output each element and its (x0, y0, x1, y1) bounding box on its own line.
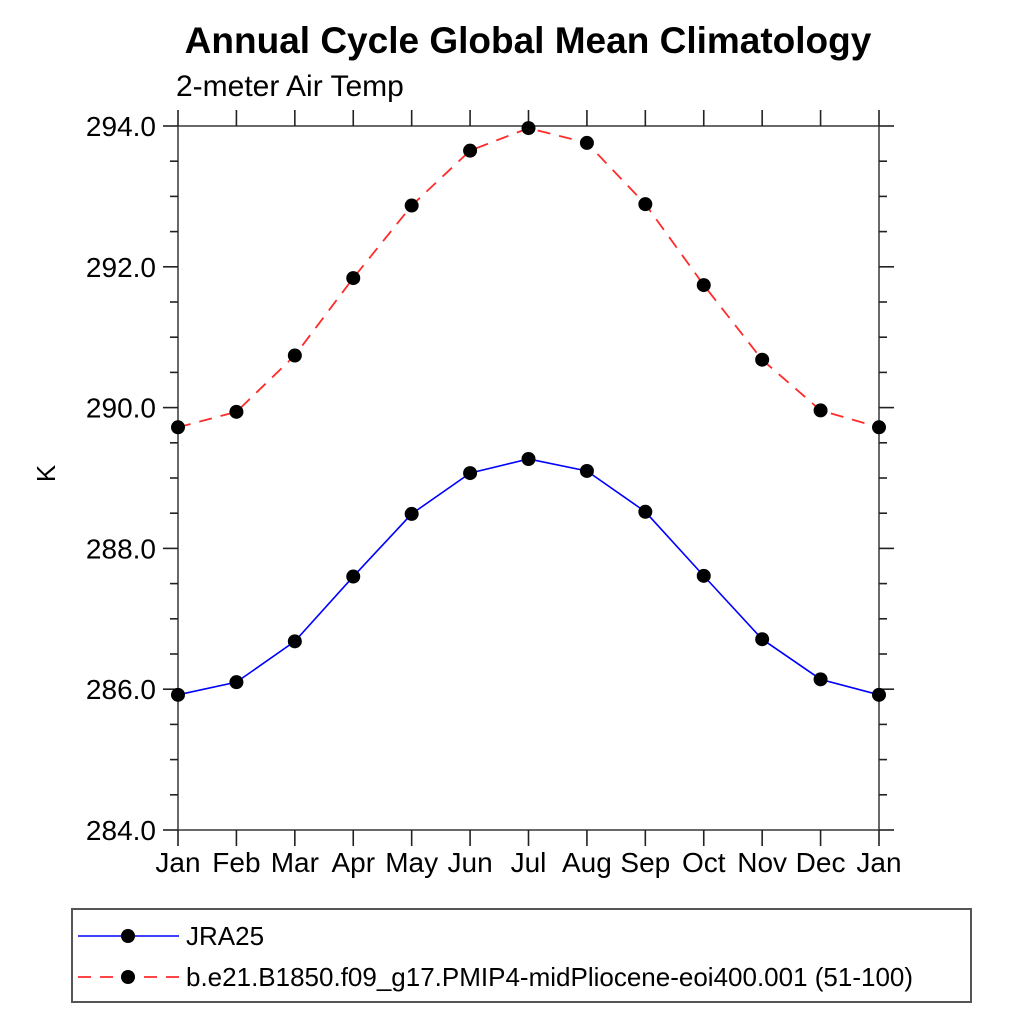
y-tick-label: 290.0 (86, 393, 156, 424)
x-tick-label: Apr (331, 847, 375, 878)
data-point-marker (171, 687, 185, 702)
data-point-marker (813, 403, 828, 418)
series-line-0 (177, 458, 880, 696)
y-tick-label: 288.0 (86, 533, 156, 564)
y-tick-label: 292.0 (86, 252, 156, 283)
data-point-marker (171, 420, 185, 435)
data-point-marker (696, 568, 711, 583)
data-point-marker (287, 634, 302, 649)
series-line-1 (177, 127, 880, 429)
y-tick-label: 294.0 (86, 111, 156, 142)
x-tick-label: Jul (511, 847, 547, 878)
legend-marker-dot (121, 970, 135, 984)
legend-label-jra25: JRA25 (186, 920, 265, 951)
x-tick-label: Nov (737, 847, 787, 878)
data-point-marker (229, 675, 244, 690)
legend-sample-line-dashed (78, 970, 179, 984)
data-point-marker (521, 451, 536, 466)
data-point-marker (287, 348, 302, 363)
y-tick-label: 286.0 (86, 674, 156, 705)
legend: JRA25 b.e21.B1850.f09_g17.PMIP4-midPlioc… (71, 908, 972, 1003)
data-point-marker (638, 504, 653, 519)
data-point-marker (404, 198, 419, 213)
data-point-marker (463, 466, 478, 481)
data-point-marker (346, 271, 361, 286)
x-tick-label: Aug (562, 847, 612, 878)
x-tick-label: Jan (155, 847, 200, 878)
x-tick-label: Dec (796, 847, 846, 878)
y-tick-label: 284.0 (86, 815, 156, 846)
data-point-marker (872, 687, 886, 702)
x-tick-label: Sep (620, 847, 670, 878)
x-tick-label: Jan (856, 847, 901, 878)
legend-label-pliocene: b.e21.B1850.f09_g17.PMIP4-midPliocene-eo… (186, 961, 914, 992)
plot-frame (177, 125, 880, 831)
data-point-marker (404, 506, 419, 521)
data-point-marker (638, 197, 653, 212)
legend-sample-line-solid (78, 929, 179, 943)
data-point-marker (872, 420, 886, 435)
x-tick-label: May (385, 847, 438, 878)
data-point-marker (579, 135, 594, 150)
data-point-marker (346, 569, 361, 584)
data-point-marker (521, 121, 536, 136)
data-point-marker (696, 278, 711, 293)
x-tick-label: Jun (448, 847, 493, 878)
data-point-marker (813, 672, 828, 687)
x-tick-label: Feb (212, 847, 260, 878)
x-tick-label: Oct (682, 847, 726, 878)
legend-marker-dot (121, 929, 135, 943)
legend-item-jra25: JRA25 (73, 921, 264, 951)
data-point-marker (463, 143, 478, 158)
legend-item-pliocene: b.e21.B1850.f09_g17.PMIP4-midPliocene-eo… (73, 962, 913, 992)
data-point-marker (755, 632, 770, 647)
x-tick-label: Mar (271, 847, 319, 878)
chart-title: Annual Cycle Global Mean Climatology (184, 20, 872, 61)
data-point-marker (755, 352, 770, 367)
data-point-marker (229, 404, 244, 419)
chart-subtitle: 2-meter Air Temp (176, 70, 404, 103)
data-point-marker (579, 463, 594, 478)
